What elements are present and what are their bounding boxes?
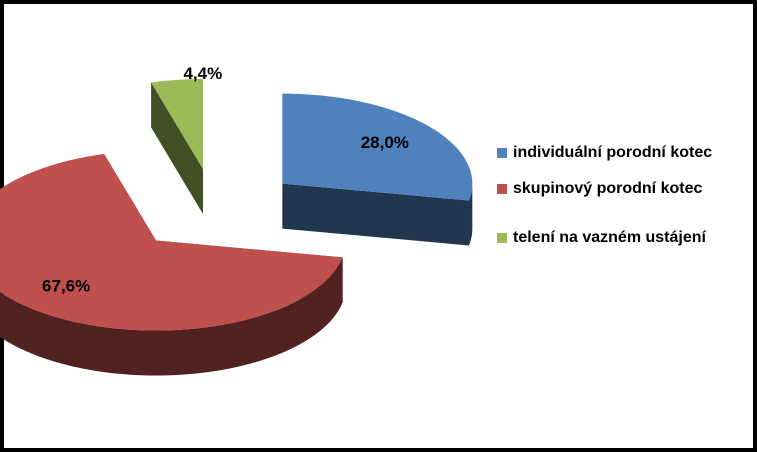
slice-wall bbox=[0, 257, 343, 376]
legend-label: telení na vazném ustájení bbox=[513, 229, 706, 246]
legend-item: individuální porodní kotec bbox=[497, 140, 727, 165]
legend-swatch bbox=[497, 148, 507, 158]
legend-label: individuální porodní kotec bbox=[513, 144, 713, 161]
legend-swatch bbox=[497, 233, 507, 243]
slice bbox=[0, 153, 343, 331]
legend-swatch bbox=[497, 184, 507, 194]
data-label: 28,0% bbox=[361, 133, 409, 152]
slice-side bbox=[151, 82, 203, 214]
slice-wall bbox=[468, 183, 473, 246]
slice bbox=[282, 93, 473, 201]
legend: individuální porodní kotec skupinový poro… bbox=[497, 140, 727, 274]
slice bbox=[151, 78, 203, 169]
legend-item: skupinový porodní kotec bbox=[497, 176, 727, 201]
legend-label: skupinový porodní kotec bbox=[513, 180, 703, 197]
slice-side bbox=[282, 183, 469, 246]
legend-item: telení na vazném ustájení bbox=[497, 225, 727, 250]
data-label: 4,4% bbox=[183, 64, 222, 83]
data-label: 67,6% bbox=[42, 276, 90, 295]
